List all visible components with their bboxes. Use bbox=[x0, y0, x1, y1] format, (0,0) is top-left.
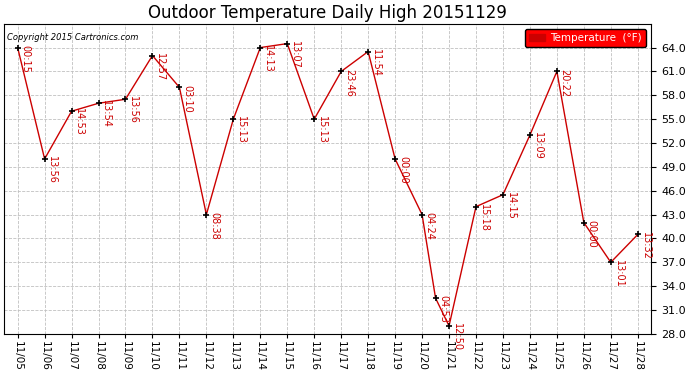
Text: 14:15: 14:15 bbox=[506, 192, 515, 220]
Text: Copyright 2015 Cartronics.com: Copyright 2015 Cartronics.com bbox=[8, 33, 139, 42]
Text: 14:13: 14:13 bbox=[263, 45, 273, 72]
Text: 20:22: 20:22 bbox=[560, 69, 570, 97]
Legend: Temperature  (°F): Temperature (°F) bbox=[525, 29, 646, 47]
Text: 13:07: 13:07 bbox=[290, 41, 300, 69]
Text: 00:00: 00:00 bbox=[398, 156, 408, 184]
Text: 13:56: 13:56 bbox=[48, 156, 57, 184]
Text: 04:53: 04:53 bbox=[438, 296, 449, 323]
Text: 13:54: 13:54 bbox=[101, 100, 111, 128]
Text: 13:01: 13:01 bbox=[613, 260, 624, 287]
Text: 12:50: 12:50 bbox=[452, 323, 462, 351]
Title: Outdoor Temperature Daily High 20151129: Outdoor Temperature Daily High 20151129 bbox=[148, 4, 507, 22]
Text: 11:54: 11:54 bbox=[371, 49, 381, 76]
Text: 03:10: 03:10 bbox=[182, 85, 193, 112]
Text: 15:18: 15:18 bbox=[479, 204, 489, 232]
Text: 13:56: 13:56 bbox=[128, 96, 138, 124]
Text: 00:00: 00:00 bbox=[586, 220, 597, 248]
Text: 04:24: 04:24 bbox=[425, 212, 435, 240]
Text: 13:09: 13:09 bbox=[533, 132, 543, 160]
Text: 15:13: 15:13 bbox=[317, 116, 327, 144]
Text: 13:32: 13:32 bbox=[640, 232, 651, 260]
Text: 15:13: 15:13 bbox=[236, 116, 246, 144]
Text: 23:46: 23:46 bbox=[344, 69, 354, 96]
Text: 00:15: 00:15 bbox=[21, 45, 30, 73]
Text: 14:53: 14:53 bbox=[75, 108, 84, 136]
Text: 08:38: 08:38 bbox=[209, 212, 219, 240]
Text: 12:57: 12:57 bbox=[155, 53, 165, 81]
